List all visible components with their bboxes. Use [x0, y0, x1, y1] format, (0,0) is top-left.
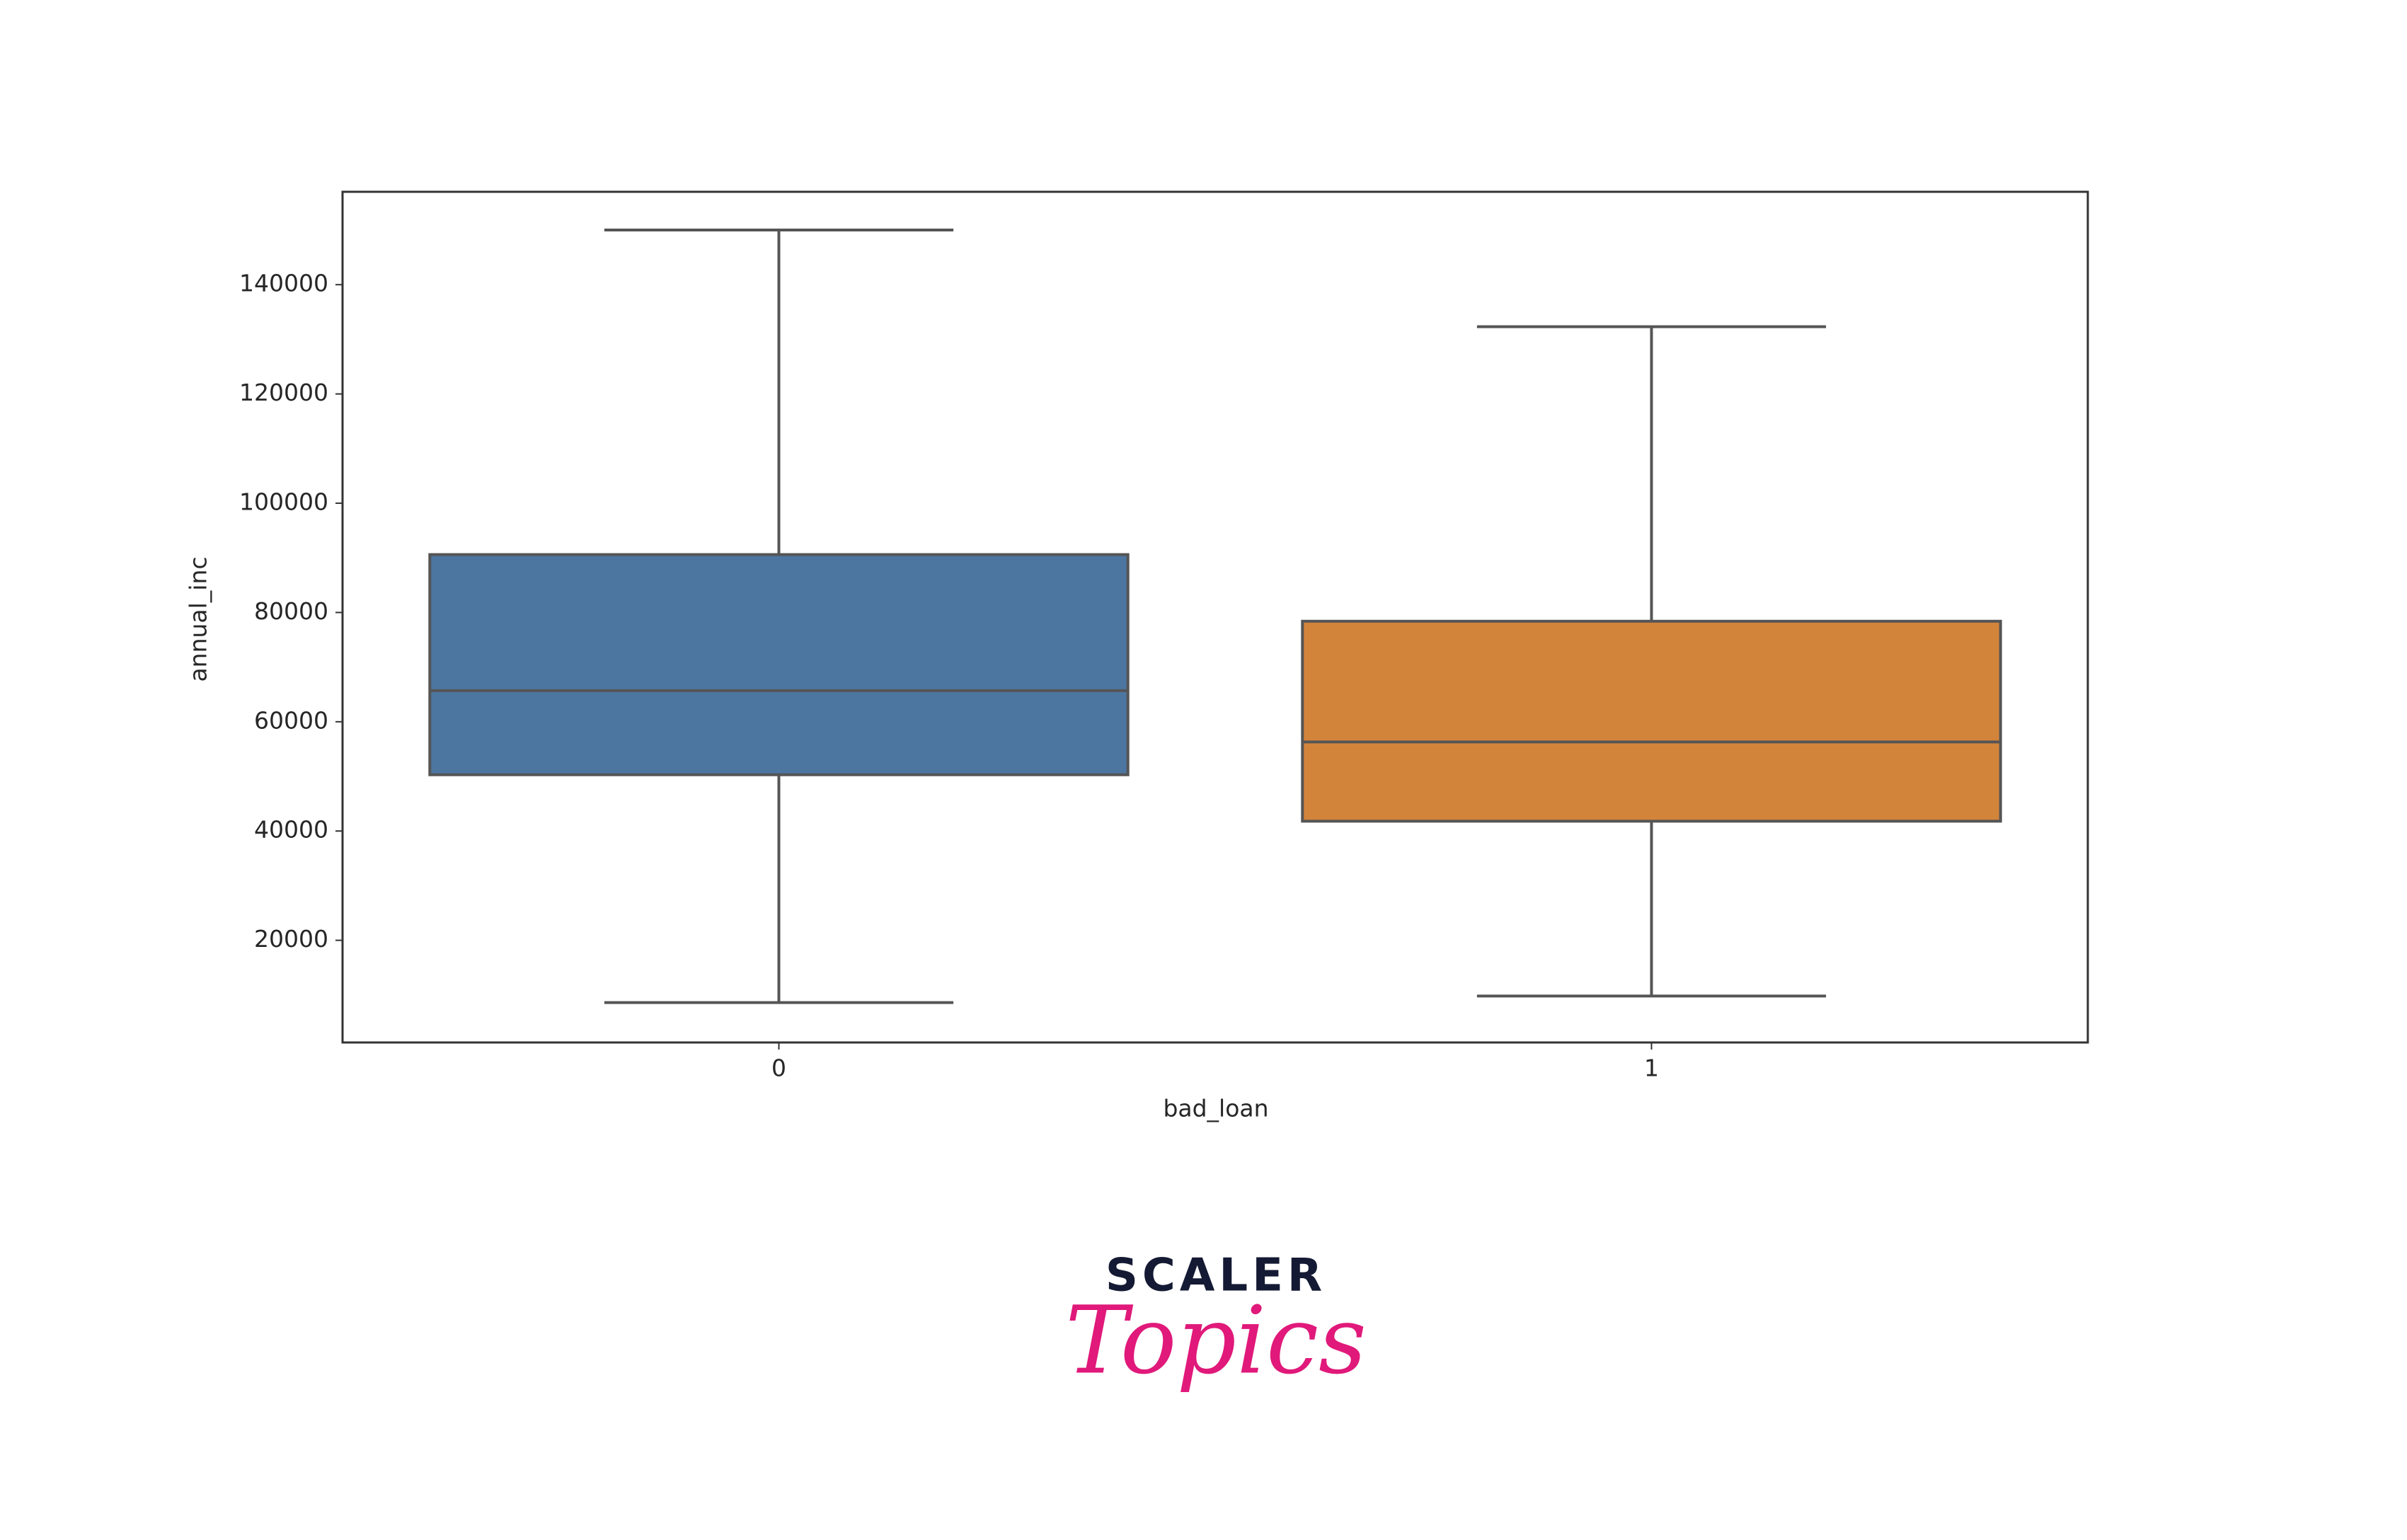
y-tick-label: 60000	[254, 706, 328, 734]
logo-tagline: Topics	[1065, 1287, 1367, 1396]
x-tick-label: 1	[1644, 1055, 1659, 1082]
box	[1301, 619, 2002, 823]
y-tick-label: 140000	[239, 270, 328, 297]
y-tick-label: 80000	[254, 597, 328, 625]
x-axis-label: bad_loan	[1163, 1095, 1268, 1122]
y-tick-label: 20000	[254, 925, 328, 953]
x-tick-label: 0	[771, 1055, 786, 1082]
plot-frame	[341, 190, 2089, 1044]
box	[428, 553, 1130, 776]
y-tick-label: 120000	[239, 379, 328, 406]
y-tick-label: 100000	[239, 488, 328, 516]
y-axis-label: annual_inc	[185, 556, 212, 682]
y-tick-label: 40000	[254, 816, 328, 844]
logo-brand: SCALER	[1105, 1250, 1326, 1302]
